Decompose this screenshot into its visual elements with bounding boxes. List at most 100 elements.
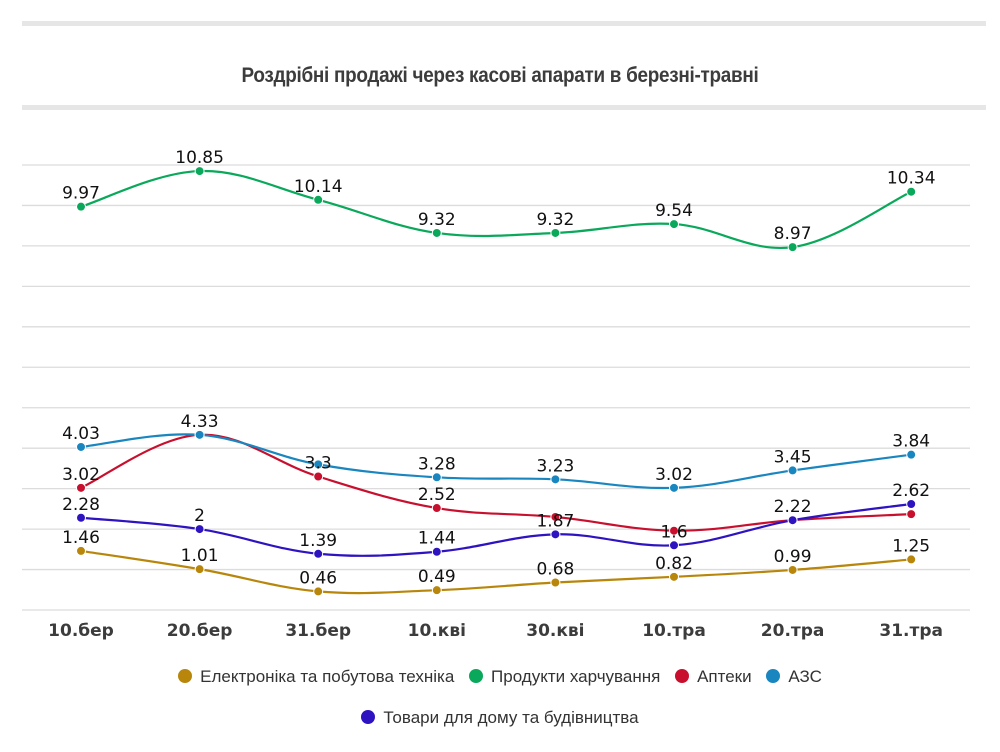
legend-label: Продукти харчування xyxy=(491,667,661,686)
data-point xyxy=(669,525,679,536)
data-point xyxy=(906,509,917,520)
legend-dot-icon xyxy=(361,710,376,724)
data-label: 3.3 xyxy=(305,454,332,474)
data-label: 3.02 xyxy=(655,465,693,485)
data-label: 1.44 xyxy=(418,529,456,549)
data-point xyxy=(431,546,442,557)
x-tick-label: 31.тра xyxy=(879,621,943,641)
legend-item-home-goods[interactable]: Товари для дому та будівництва xyxy=(361,708,639,728)
data-label: 0.68 xyxy=(536,559,574,579)
series-line xyxy=(80,169,912,250)
data-label: 1.39 xyxy=(299,531,337,551)
data-label: 9.97 xyxy=(62,184,100,204)
data-point xyxy=(431,227,442,238)
data-point xyxy=(431,503,442,514)
data-point xyxy=(669,571,679,582)
data-label: 0.46 xyxy=(299,568,337,588)
chart-title: Роздрібні продажі через касові апарати в… xyxy=(241,64,759,87)
data-label: 0.49 xyxy=(418,567,456,587)
data-point xyxy=(431,585,442,596)
data-point xyxy=(431,472,442,483)
title-divider xyxy=(22,105,986,110)
data-label: 9.54 xyxy=(655,201,693,221)
series-line xyxy=(80,502,912,557)
data-label: 2.22 xyxy=(774,497,812,517)
data-label: 9.32 xyxy=(418,210,456,230)
data-label: 3.45 xyxy=(774,447,812,467)
gridlines xyxy=(22,164,970,611)
legend-item-pharmacies[interactable]: Аптеки xyxy=(675,667,752,687)
legend-label: Товари для дому та будівництва xyxy=(383,708,639,727)
data-point xyxy=(669,219,679,230)
data-point xyxy=(906,186,917,197)
data-point xyxy=(906,554,917,565)
legend-row-1: Електроніка та побутова техніка Продукти… xyxy=(0,667,1000,687)
data-point xyxy=(76,482,86,493)
data-label: 1.6 xyxy=(660,522,687,542)
data-label: 10.85 xyxy=(175,148,224,168)
x-tick-label: 10.кві xyxy=(408,621,466,641)
x-axis: 10.бер 20.бер 31.бер 10.кві 30.кві 10.тра 20.т… xyxy=(48,621,943,641)
data-point xyxy=(787,465,798,476)
x-tick-label: 10.тра xyxy=(642,621,706,641)
legend-dot-icon xyxy=(178,669,193,683)
data-point xyxy=(669,540,679,551)
legend-item-gas-stations[interactable]: АЗС xyxy=(766,667,822,687)
data-label: 1.87 xyxy=(536,511,574,531)
data-point xyxy=(76,441,86,452)
legend-dot-icon xyxy=(766,669,781,683)
data-label: 1.46 xyxy=(62,528,100,548)
x-tick-label: 20.бер xyxy=(167,621,233,641)
data-point xyxy=(550,227,561,238)
data-point xyxy=(194,524,205,535)
series-line xyxy=(80,549,912,595)
data-label: 0.99 xyxy=(774,547,812,567)
series-line xyxy=(80,433,912,490)
data-point xyxy=(550,577,561,588)
data-point xyxy=(906,499,917,510)
data-labels: 9.97 10.85 10.14 9.32 9.32 9.54 8.97 10.34 4.03 4… xyxy=(62,148,935,588)
legend-label: Аптеки xyxy=(697,667,752,686)
data-point xyxy=(313,548,324,559)
data-point xyxy=(76,201,86,212)
data-point xyxy=(313,586,324,597)
data-point xyxy=(787,515,798,526)
legend-item-electronics[interactable]: Електроніка та побутова техніка xyxy=(178,667,454,687)
data-point xyxy=(313,459,324,470)
data-point xyxy=(787,564,798,575)
data-point xyxy=(787,242,798,253)
data-point xyxy=(194,564,205,575)
x-tick-label: 10.бер xyxy=(48,621,114,641)
data-label: 1.01 xyxy=(181,546,219,566)
legend-label: АЗС xyxy=(788,667,822,686)
data-point xyxy=(194,429,205,440)
data-label: 2.28 xyxy=(62,495,100,515)
data-label: 10.34 xyxy=(887,169,936,189)
legend-dot-icon xyxy=(675,669,690,683)
data-label: 3.28 xyxy=(418,454,456,474)
data-label: 3.23 xyxy=(536,456,574,476)
data-point xyxy=(76,545,86,556)
data-point xyxy=(550,529,561,540)
data-point xyxy=(313,471,324,482)
data-point xyxy=(550,511,561,522)
data-label: 8.97 xyxy=(774,224,812,244)
data-label: 3.84 xyxy=(892,432,930,452)
data-label: 2.62 xyxy=(892,481,930,501)
series-lines xyxy=(80,169,912,595)
data-label: 4.03 xyxy=(62,424,100,444)
top-divider xyxy=(22,21,986,26)
legend-item-food[interactable]: Продукти харчування xyxy=(469,667,660,687)
data-point xyxy=(906,449,917,460)
data-label: 1.25 xyxy=(892,536,930,556)
legend-dot-icon xyxy=(469,669,484,683)
data-label: 4.33 xyxy=(181,412,219,432)
data-label: 3.02 xyxy=(62,465,100,485)
data-label: 9.32 xyxy=(536,210,574,230)
legend-label: Електроніка та побутова техніка xyxy=(200,667,455,686)
legend-row-2: Товари для дому та будівництва xyxy=(0,708,1000,728)
x-tick-label: 20.тра xyxy=(761,621,825,641)
data-label: 2.52 xyxy=(418,485,456,505)
data-label: 10.14 xyxy=(294,177,343,197)
